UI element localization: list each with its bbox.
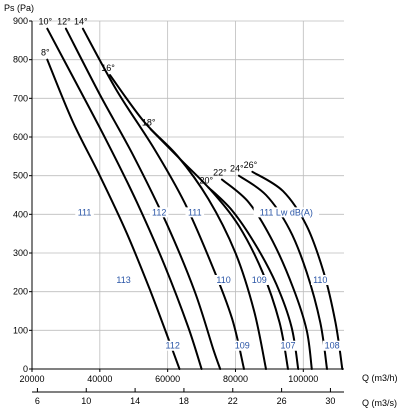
sound-level-label: 111 (188, 207, 202, 217)
sound-level-labels: 111 112 111 111 Lw dB(A) 113 110 109 110 112 109 1… (75, 207, 342, 351)
blade-angle-label: 18° (142, 117, 156, 127)
y-tick-label: 400 (13, 209, 28, 219)
blade-angle-curves (46, 27, 344, 370)
sound-level-label-bg (114, 275, 133, 285)
x-tick-label: 100000 (288, 374, 318, 384)
blade-angle-curve (64, 27, 222, 370)
blade-angle-curve (251, 170, 344, 370)
blade-angle-curve (220, 178, 313, 370)
y-tick-label: 100 (13, 325, 28, 335)
blade-angle-curve (149, 128, 289, 370)
y-tick-label: 300 (13, 248, 28, 258)
sound-level-label: 109 (235, 341, 250, 351)
blade-angle-label: 14° (74, 17, 88, 27)
sound-level-label: 110 (216, 275, 230, 285)
blade-angle-label: 22° (213, 168, 227, 178)
y-tick-label: 600 (13, 132, 28, 142)
x-tick-label: 20000 (19, 374, 44, 384)
blade-angle-label: 20° (200, 175, 214, 185)
sound-level-label-bg (185, 207, 205, 218)
blade-angle-curve (237, 174, 328, 370)
blade-angle-label: 12° (57, 17, 71, 27)
x2-tick-label: 30 (325, 396, 335, 406)
y-tick-label: 200 (13, 287, 28, 297)
blade-angle-label: 24° (230, 164, 244, 174)
sound-level-label-bg (214, 275, 233, 285)
x-axis-label-text: Q (m3/h) (362, 373, 398, 383)
sound-level-label: 108 (325, 341, 340, 351)
x2-tick-label: 18 (179, 396, 189, 406)
sound-level-label-bg (75, 207, 94, 218)
sound-level-label: 107 (281, 341, 296, 351)
y-tick-label: 700 (13, 93, 28, 103)
x2-axis-label: Q (m3/s) (362, 398, 397, 408)
sound-level-label-bg (232, 340, 252, 351)
grid-lines (31, 20, 344, 370)
x-tick-label: 80000 (223, 374, 248, 384)
sound-level-label-bg (149, 207, 169, 218)
x2-tick-label: 6 (35, 396, 40, 406)
x-tick-label: 60000 (155, 374, 180, 384)
sound-level-label: 109 (252, 275, 267, 285)
blade-angle-curve (81, 27, 245, 370)
sound-level-label-bg (310, 275, 330, 285)
y-axis-label: Ps (Pa) (4, 3, 34, 13)
y-axis-label-text: Ps (Pa) (4, 3, 34, 13)
sound-level-label-bg (163, 340, 183, 351)
x2-tick-label: 10 (81, 396, 91, 406)
y-tick-label: 500 (13, 171, 28, 181)
y-tick-label: 0 (23, 364, 28, 374)
blade-angle-curve (46, 27, 203, 370)
blade-angle-label: 10° (38, 17, 52, 27)
sound-level-label: 113 (116, 275, 130, 285)
x2-axis-label-text: Q (m3/s) (362, 398, 397, 408)
y-tick-label: 800 (13, 55, 28, 65)
sound-level-label: 110 (313, 275, 327, 285)
x-axis-label: Q (m3/h) (362, 373, 398, 383)
blade-angle-label: 26° (244, 160, 258, 170)
x2-tick-label: 26 (277, 396, 287, 406)
sound-level-label: 111 (78, 207, 92, 217)
x2-tick-label: 22 (228, 396, 238, 406)
sound-level-label: 112 (152, 207, 166, 217)
y-tick-label: 900 (13, 16, 28, 26)
sound-level-label-bg (253, 207, 320, 218)
axes (29, 20, 344, 393)
x2-tick-label: 14 (130, 396, 140, 406)
blade-angle-curve (109, 74, 267, 370)
tick-labels: 0 100 200 300 400 500 600 700 800 900 20000 40000 60… (13, 16, 335, 406)
sound-level-label-bg (278, 340, 298, 351)
sound-level-label-bg (322, 340, 342, 351)
x-tick-label: 40000 (87, 374, 112, 384)
sound-level-label-bg (249, 275, 269, 285)
sound-level-label: 112 (166, 341, 180, 351)
blade-angle-label: 16° (101, 63, 115, 73)
sound-level-label: 111 Lw dB(A) (260, 207, 313, 217)
blade-angle-curve (207, 186, 300, 370)
blade-angle-labels: 8° 10° 12° 14° 16° 18° 20°22° 24° 26° (38, 17, 257, 186)
blade-angle-label: 8° (41, 48, 50, 58)
